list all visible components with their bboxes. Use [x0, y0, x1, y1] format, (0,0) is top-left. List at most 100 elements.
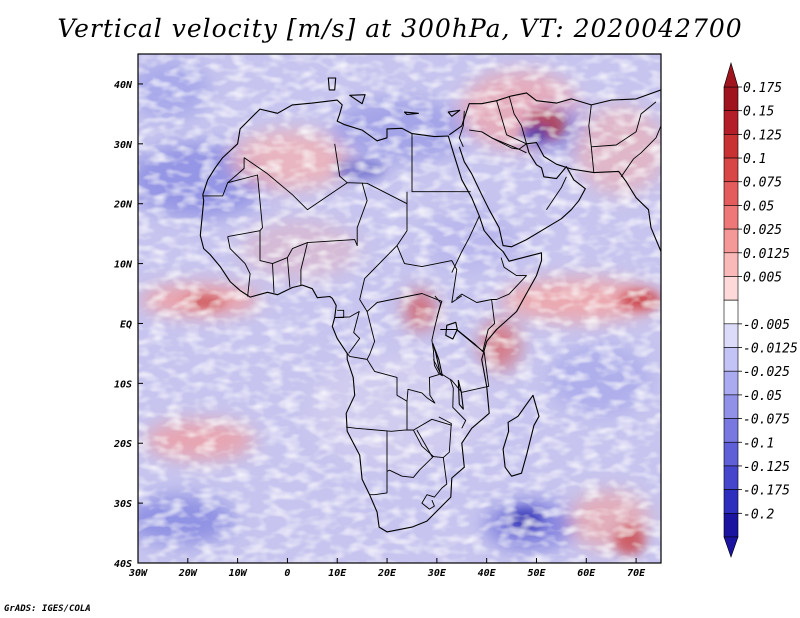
colorbar-swatch — [723, 181, 739, 206]
lon-tick-label: 0 — [284, 568, 290, 579]
lon-tick-label: 10E — [328, 568, 347, 579]
border-line — [416, 416, 452, 459]
mediterranean-islands — [327, 77, 461, 117]
colorbar-label: -0.175 — [743, 484, 790, 499]
colorbar-label: -0.005 — [743, 318, 790, 333]
colorbar-label: 0.075 — [743, 176, 782, 191]
lakes — [432, 321, 464, 410]
madagascar-coastline — [502, 394, 540, 477]
lake-outline — [457, 379, 464, 410]
colorbar-swatch — [723, 86, 739, 111]
border-line — [469, 129, 527, 154]
colorbar-swatch — [723, 370, 739, 396]
border-line — [451, 216, 480, 273]
lat-tick-label: 10N — [114, 260, 133, 271]
border-line — [334, 311, 361, 354]
colorbar-swatch — [723, 513, 739, 538]
lon-tick-label: 20W — [178, 568, 198, 579]
lon-tick-label: 40E — [478, 568, 497, 579]
colorbar-swatch — [723, 418, 739, 443]
arabia-coastline — [458, 142, 661, 252]
colorbar-swatch — [723, 323, 739, 348]
map-title: Vertical velocity [m/s] at 300hPa, VT: 2… — [57, 14, 743, 43]
border-line — [272, 263, 275, 293]
border-line — [588, 104, 595, 173]
colorbar-label: -0.075 — [743, 413, 790, 428]
colorbar-label: 0.025 — [743, 223, 782, 238]
border-line — [386, 429, 434, 478]
border-line — [458, 110, 465, 147]
colorbar-label: 0.15 — [743, 105, 774, 120]
colorbar-label: 0.005 — [743, 270, 782, 285]
border-line — [508, 95, 527, 144]
lon-tick-label: 70E — [627, 568, 646, 579]
colorbar-swatch — [723, 110, 739, 135]
island-outline — [349, 94, 366, 105]
longitude-axis: 30W 20W 10W 0 10E 20E 30E 40E 50E 60E 70E — [128, 558, 646, 579]
border-line — [243, 157, 408, 211]
lon-tick-label: 60E — [577, 568, 596, 579]
colorbar-min-arrow — [723, 536, 739, 558]
border-line — [346, 426, 413, 432]
credit-label: GrADS: IGES/COLA — [4, 604, 91, 614]
colorbar-swatch — [723, 394, 739, 419]
border-line — [591, 101, 657, 148]
colorbar-swatch — [723, 489, 739, 514]
lon-tick-label: 50E — [527, 568, 546, 579]
colorbar-swatch — [723, 276, 739, 301]
colorbar-label: 0.1 — [743, 152, 766, 167]
map-frame — [137, 53, 662, 564]
island-outline — [447, 109, 461, 117]
border-line — [227, 236, 251, 297]
colorbar-swatch — [723, 157, 739, 183]
colorbar-swatch — [723, 299, 739, 325]
border-line — [346, 353, 452, 431]
colorbar-label: -0.125 — [743, 460, 790, 475]
border-line — [449, 379, 467, 429]
border-line — [334, 143, 348, 184]
lat-tick-label: 40N — [114, 80, 133, 91]
latitude-axis: 40N 30N 20N 10N EQ 10S 20S 30S 40S — [113, 80, 143, 570]
border-line — [369, 431, 388, 496]
border-line — [286, 257, 291, 288]
lat-tick-label: 30N — [113, 140, 133, 151]
asia-coastline — [448, 89, 661, 136]
lat-tick-label: EQ — [120, 319, 132, 330]
colorbar-label: -0.0125 — [743, 342, 798, 357]
border-line — [421, 457, 448, 510]
island-outline — [403, 111, 419, 116]
border-line — [411, 133, 471, 193]
colorbar-label: -0.2 — [743, 507, 774, 522]
lat-tick-label: 20N — [113, 200, 133, 211]
velocity-field — [138, 54, 661, 563]
geography-outlines — [199, 77, 661, 533]
colorbar-label: -0.025 — [743, 365, 790, 380]
lat-tick-label: 40S — [114, 559, 132, 570]
colorbar: 0.175 0.15 0.125 0.1 0.075 0.05 0.025 0.0125 0.0… — [723, 61, 798, 558]
border-line — [406, 295, 442, 404]
colorbar-swatch — [723, 465, 739, 490]
border-line — [491, 257, 527, 300]
lon-tick-label: 30E — [427, 568, 447, 579]
border-line — [227, 174, 263, 231]
border-line — [546, 176, 567, 210]
border-line — [366, 311, 376, 360]
lon-tick-label: 10W — [229, 568, 248, 579]
colorbar-swatch — [723, 228, 739, 254]
colorbar-swatch — [723, 205, 739, 230]
colorbar-swatch — [723, 441, 739, 467]
colorbar-label: -0.1 — [743, 436, 774, 451]
lon-tick-label: 30W — [128, 568, 148, 579]
border-line — [432, 329, 490, 393]
lake-outline — [445, 321, 458, 340]
border-line — [300, 182, 368, 286]
border-line — [620, 125, 661, 178]
colorbar-label: -0.05 — [743, 389, 782, 404]
colorbar-label: 0.125 — [743, 128, 782, 143]
colorbar-swatch — [723, 134, 739, 159]
colorbar-max-arrow — [723, 61, 739, 88]
africa-coastline — [199, 99, 543, 533]
colorbar-label: 0.0125 — [743, 247, 790, 262]
lat-tick-label: 20S — [113, 439, 132, 450]
